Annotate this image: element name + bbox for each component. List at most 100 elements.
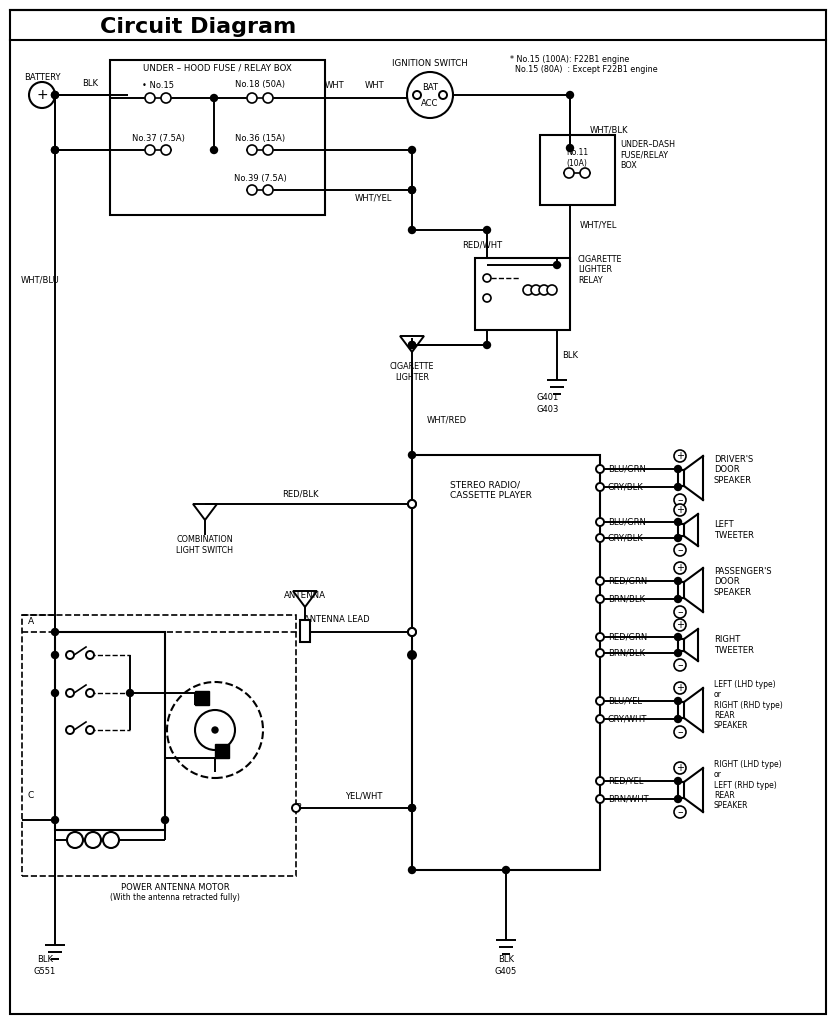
Text: –: – — [677, 607, 683, 617]
Text: * No.15 (100A): F22B1 engine
  No.15 (80A)  : Except F22B1 engine: * No.15 (100A): F22B1 engine No.15 (80A)… — [510, 55, 658, 75]
Text: ANTENNA: ANTENNA — [284, 592, 326, 600]
Circle shape — [52, 651, 59, 658]
Circle shape — [52, 91, 59, 98]
Text: No.36 (15A): No.36 (15A) — [235, 133, 285, 142]
Text: BLU/YEL: BLU/YEL — [608, 696, 642, 706]
Circle shape — [674, 762, 686, 774]
Text: RED/GRN: RED/GRN — [608, 577, 647, 586]
Text: +: + — [676, 763, 684, 773]
Circle shape — [674, 504, 686, 516]
Circle shape — [409, 146, 415, 154]
Circle shape — [483, 226, 491, 233]
Text: GRY/WHT: GRY/WHT — [608, 715, 647, 724]
Text: POWER ANTENNA MOTOR: POWER ANTENNA MOTOR — [120, 883, 229, 892]
Circle shape — [675, 697, 681, 705]
Circle shape — [674, 659, 686, 671]
Circle shape — [145, 93, 155, 103]
Circle shape — [247, 145, 257, 155]
Circle shape — [161, 145, 171, 155]
Circle shape — [103, 831, 119, 848]
Circle shape — [674, 494, 686, 506]
Circle shape — [409, 186, 415, 194]
Text: WHT: WHT — [325, 81, 344, 89]
Text: +: + — [676, 683, 684, 693]
Text: BLK: BLK — [562, 350, 578, 359]
Text: BLK: BLK — [498, 955, 514, 965]
Circle shape — [263, 145, 273, 155]
Text: –: – — [677, 807, 683, 817]
Text: +: + — [676, 563, 684, 573]
Circle shape — [567, 91, 573, 98]
Circle shape — [547, 285, 557, 295]
Text: No.37 (7.5A): No.37 (7.5A) — [131, 133, 185, 142]
Text: +: + — [676, 620, 684, 630]
Text: CIGARETTE
LIGHTER: CIGARETTE LIGHTER — [390, 362, 434, 382]
Circle shape — [539, 285, 549, 295]
Circle shape — [596, 697, 604, 705]
Circle shape — [674, 544, 686, 556]
Circle shape — [86, 651, 94, 659]
Circle shape — [292, 804, 300, 812]
Circle shape — [67, 831, 83, 848]
Circle shape — [674, 562, 686, 574]
Circle shape — [675, 796, 681, 803]
Bar — [22, 615, 296, 876]
Bar — [110, 60, 325, 215]
Text: B: B — [295, 804, 301, 812]
Text: –: – — [677, 660, 683, 670]
Circle shape — [596, 534, 604, 542]
Circle shape — [553, 261, 560, 268]
Text: WHT/BLU: WHT/BLU — [21, 275, 59, 285]
Bar — [300, 620, 310, 642]
Circle shape — [409, 341, 415, 348]
Circle shape — [439, 91, 447, 99]
Circle shape — [675, 483, 681, 490]
Bar — [55, 632, 165, 830]
Circle shape — [675, 777, 681, 784]
Circle shape — [52, 816, 59, 823]
Circle shape — [596, 483, 604, 490]
Text: G551: G551 — [34, 968, 56, 977]
Circle shape — [675, 596, 681, 602]
Circle shape — [413, 91, 421, 99]
Text: RED/WHT: RED/WHT — [462, 241, 502, 250]
Circle shape — [408, 628, 416, 636]
Circle shape — [580, 168, 590, 178]
Circle shape — [409, 341, 415, 348]
Circle shape — [675, 578, 681, 585]
Circle shape — [567, 144, 573, 152]
Circle shape — [29, 82, 55, 108]
Circle shape — [408, 651, 416, 659]
Text: ACC: ACC — [421, 98, 439, 108]
Text: PASSENGER'S
DOOR
SPEAKER: PASSENGER'S DOOR SPEAKER — [714, 567, 772, 597]
Text: BAT: BAT — [422, 84, 438, 92]
Circle shape — [145, 145, 155, 155]
Bar — [412, 455, 600, 870]
Text: LEFT
TWEETER: LEFT TWEETER — [714, 520, 754, 540]
Circle shape — [674, 682, 686, 694]
Circle shape — [409, 805, 415, 811]
Circle shape — [409, 501, 415, 508]
Text: BATTERY: BATTERY — [23, 74, 60, 83]
Circle shape — [408, 500, 416, 508]
Text: Circuit Diagram: Circuit Diagram — [100, 17, 296, 37]
Circle shape — [596, 777, 604, 785]
Text: BRN/BLK: BRN/BLK — [608, 648, 645, 657]
Text: BLU/GRN: BLU/GRN — [608, 517, 646, 526]
Circle shape — [502, 866, 509, 873]
Circle shape — [675, 535, 681, 542]
Text: –: – — [677, 545, 683, 555]
Text: COMBINATION
LIGHT SWITCH: COMBINATION LIGHT SWITCH — [176, 536, 233, 555]
Circle shape — [596, 518, 604, 526]
Circle shape — [211, 146, 217, 154]
Circle shape — [126, 689, 134, 696]
Circle shape — [675, 518, 681, 525]
Text: A: A — [28, 617, 34, 627]
Circle shape — [523, 285, 533, 295]
Circle shape — [674, 806, 686, 818]
Circle shape — [675, 634, 681, 640]
Text: WHT/YEL: WHT/YEL — [580, 220, 617, 229]
Circle shape — [674, 606, 686, 618]
Circle shape — [195, 710, 235, 750]
Circle shape — [409, 501, 415, 508]
